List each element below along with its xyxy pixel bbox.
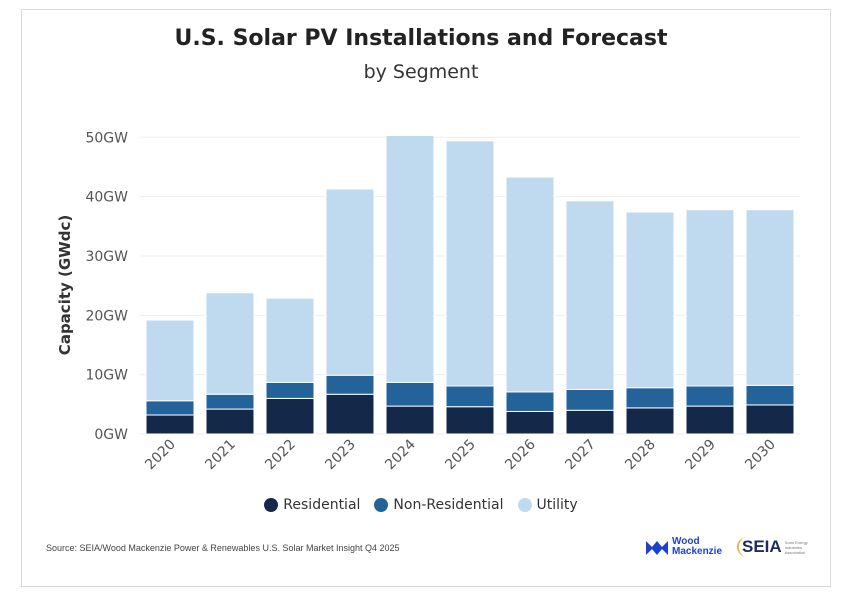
bar-non-residential-2026 xyxy=(505,391,555,412)
chart-subtitle: by Segment xyxy=(363,61,479,83)
x-tick-label: 2023 xyxy=(322,437,359,474)
x-tick-label: 2022 xyxy=(262,437,299,474)
legend-item: Non-Residential xyxy=(374,497,504,513)
bar-non-residential-2027 xyxy=(565,388,615,411)
x-tick-label: 2027 xyxy=(562,437,599,474)
wood-mackenzie-mark-icon xyxy=(646,541,668,555)
legend-swatch-icon xyxy=(374,498,389,512)
chart-title: U.S. Solar PV Installations and Forecast xyxy=(174,26,668,51)
y-tick-label: 0GW xyxy=(94,427,128,443)
y-tick-label: 50GW xyxy=(85,130,128,146)
legend-label: Residential xyxy=(283,497,361,513)
bar-non-residential-2025 xyxy=(445,385,495,408)
y-tick-label: 20GW xyxy=(85,308,128,324)
bar-residential-2028 xyxy=(625,407,675,435)
x-tick-label: 2024 xyxy=(382,436,419,473)
bar-utility-2027 xyxy=(565,200,615,390)
bar-residential-2020 xyxy=(145,414,195,435)
legend-item: Residential xyxy=(264,497,360,513)
bar-non-residential-2023 xyxy=(325,374,375,395)
bar-residential-2023 xyxy=(325,393,375,435)
legend-swatch-icon xyxy=(264,498,279,512)
logo-text-line: Wood xyxy=(672,536,700,547)
bar-residential-2022 xyxy=(265,397,315,435)
bar-utility-2030 xyxy=(745,209,795,386)
source-note: Source: SEIA/Wood Mackenzie Power & Rene… xyxy=(46,543,400,553)
x-tick-label: 2028 xyxy=(622,437,659,474)
x-tick-label: 2021 xyxy=(202,437,239,474)
bar-non-residential-2021 xyxy=(205,393,255,410)
bar-utility-2020 xyxy=(145,319,195,402)
bar-utility-2029 xyxy=(685,209,735,387)
bar-non-residential-2030 xyxy=(745,384,795,406)
bar-residential-2021 xyxy=(205,408,255,435)
bar-utility-2023 xyxy=(325,188,375,376)
x-tick-label: 2020 xyxy=(142,437,179,474)
bar-residential-2024 xyxy=(385,405,435,435)
bar-non-residential-2020 xyxy=(145,400,195,416)
bar-utility-2024 xyxy=(385,135,435,383)
bar-utility-2025 xyxy=(445,140,495,387)
bar-non-residential-2024 xyxy=(385,381,435,407)
y-tick-label: 10GW xyxy=(85,368,128,384)
bar-utility-2026 xyxy=(505,176,555,393)
bar-utility-2028 xyxy=(625,211,675,389)
bar-non-residential-2029 xyxy=(685,385,735,407)
seia-logo-subtext: Solar Energy Industries Association xyxy=(784,539,808,555)
legend-label: Utility xyxy=(536,497,578,513)
legend-label: Non-Residential xyxy=(393,497,504,513)
x-tick-label: 2030 xyxy=(742,437,779,474)
x-tick-label: 2029 xyxy=(682,437,719,474)
bar-non-residential-2022 xyxy=(265,381,315,399)
y-axis-label: Capacity (GWdc) xyxy=(56,215,74,355)
logo-text-line: Mackenzie xyxy=(672,546,723,557)
wood-mackenzie-logo: Wood Mackenzie xyxy=(646,537,722,557)
legend-swatch-icon xyxy=(517,498,532,512)
seia-logo: SEIA Solar Energy Industries Association xyxy=(737,537,813,557)
bar-residential-2030 xyxy=(745,404,795,435)
y-tick-label: 40GW xyxy=(85,190,128,206)
y-tick-label: 30GW xyxy=(85,249,128,265)
bar-residential-2029 xyxy=(685,405,735,435)
bar-residential-2025 xyxy=(445,406,495,435)
legend: Residential Non-Residential Utility xyxy=(0,497,842,513)
bar-residential-2026 xyxy=(505,410,555,435)
bar-non-residential-2028 xyxy=(625,387,675,409)
legend-item: Utility xyxy=(517,497,578,513)
bar-residential-2027 xyxy=(565,409,615,435)
x-tick-label: 2025 xyxy=(442,437,479,474)
bar-utility-2021 xyxy=(205,292,255,395)
bar-utility-2022 xyxy=(265,297,315,383)
x-tick-label: 2026 xyxy=(502,436,539,473)
seia-logo-text: SEIA xyxy=(737,537,782,557)
